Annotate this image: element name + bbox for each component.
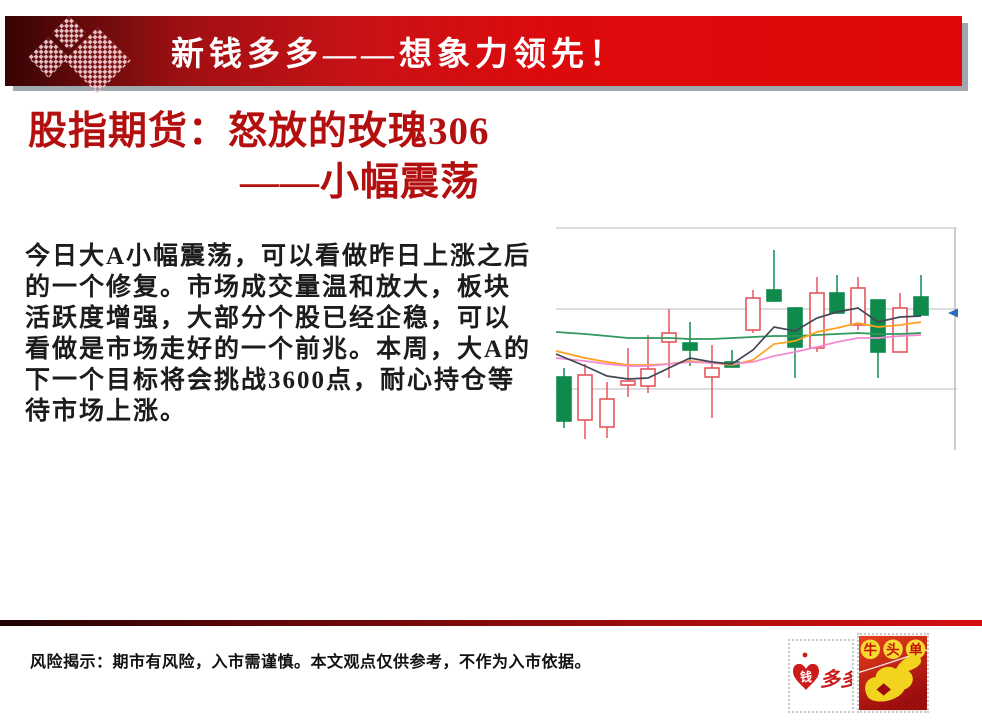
circle-icon — [883, 639, 903, 660]
candle-body — [745, 297, 761, 331]
banner-slogan: 新钱多多——想象力领先！ — [171, 37, 627, 73]
paragraph-line: 下一个目标将会挑战3600点，耐心持仓等 — [25, 367, 516, 394]
header-banner: 新钱多多——想象力领先！ — [5, 16, 962, 94]
heart-char: 钱 — [800, 669, 812, 684]
circle-char: 单 — [909, 641, 922, 657]
candle-body — [892, 307, 908, 353]
candle-body — [704, 367, 720, 378]
candle-body — [556, 376, 572, 422]
candle-body — [620, 380, 636, 386]
candle-body — [829, 292, 845, 314]
title-line-1: 股指期货：怒放的玫瑰306 — [28, 110, 490, 153]
heart-icon — [793, 663, 819, 690]
logo-stamps: 钱 多多 牛 头 单 — [788, 633, 929, 713]
paragraph-line: 看做是市场走好的一个前兆。本周，大A的 — [25, 336, 532, 363]
circle-char: 头 — [886, 641, 899, 657]
candle-body — [766, 289, 782, 302]
niutoudan-logo-stamp: 牛 头 单 — [857, 633, 929, 713]
ma-green — [555, 331, 922, 340]
candle-body — [850, 287, 866, 326]
ma-dark — [555, 307, 922, 380]
qianduoduo-logo-stamp: 钱 多多 — [788, 639, 854, 713]
circle-char: 牛 — [864, 641, 877, 657]
paragraph-line: 活跃度增强，大部分个股已经企稳，可以 — [25, 305, 512, 332]
paragraph-line: 今日大A小幅震荡，可以看做昨日上涨之后 — [25, 243, 532, 270]
title-line-2: ——小幅震荡 — [240, 161, 481, 204]
candle-body — [913, 296, 929, 316]
page-title: 股指期货：怒放的玫瑰306 ——小幅震荡 — [28, 106, 490, 208]
circle-icon — [905, 639, 926, 660]
paragraph-line: 的一个修复。市场成交量温和放大，板块 — [25, 274, 512, 301]
risk-disclaimer: 风险揭示：期市有风险，入市需谨慎。本文观点仅供参考，不作为入市依据。 — [30, 654, 592, 671]
analysis-paragraph: 今日大A小幅震荡，可以看做昨日上涨之后 的一个修复。市场成交量温和放大，板块 活… — [25, 241, 531, 427]
candle-body — [682, 342, 698, 351]
price-marker-arrow-icon — [948, 308, 958, 318]
ma-pink — [555, 334, 922, 367]
circle-icon — [860, 639, 881, 660]
candle-body — [599, 398, 615, 428]
stamp-text: 多多 — [820, 668, 852, 691]
paragraph-line: 待市场上涨。 — [25, 398, 188, 425]
dot-icon — [802, 652, 808, 658]
ma-orange — [555, 321, 922, 366]
footer-divider — [0, 620, 982, 626]
candle-body — [577, 374, 593, 421]
